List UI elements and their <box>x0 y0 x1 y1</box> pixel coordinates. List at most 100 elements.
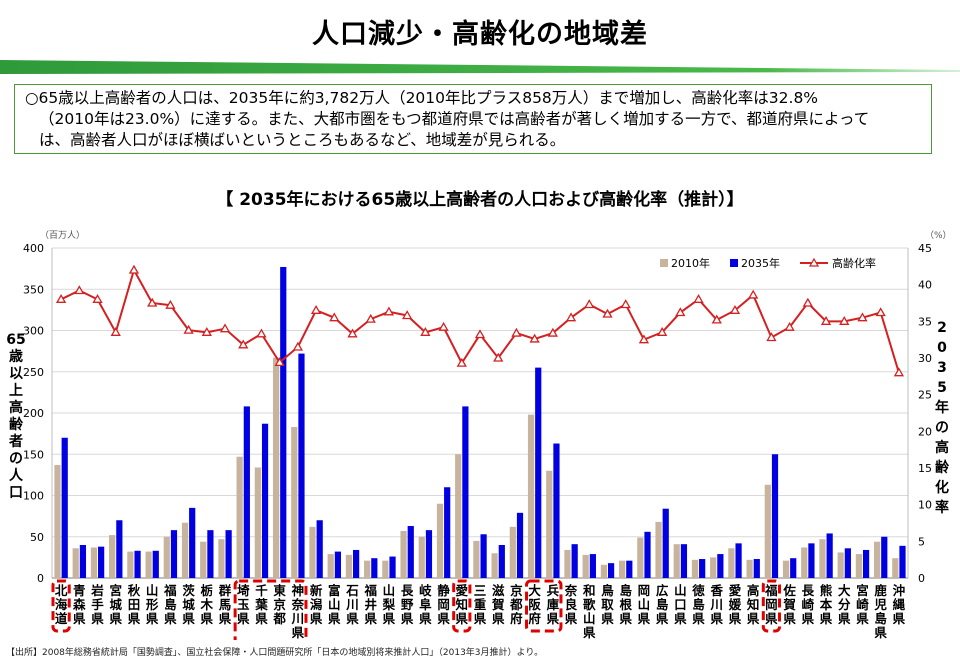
category-label-char: 分 <box>838 597 851 612</box>
category-label-char: 三 <box>474 583 487 598</box>
bar-2010 <box>673 544 680 578</box>
bar-2010 <box>72 548 79 578</box>
category-label-char: 奈 <box>564 583 578 598</box>
bar-2010 <box>109 535 116 578</box>
category-label-char: 野 <box>401 597 414 612</box>
category-label-char: 鳥 <box>601 583 614 598</box>
y-left-tick-label: 400 <box>23 242 44 255</box>
bar-2035 <box>717 554 724 578</box>
category-label-char: 北 <box>55 583 68 598</box>
rate-point <box>274 357 285 367</box>
category-label-char: 都 <box>509 597 523 612</box>
rate-point <box>183 324 194 334</box>
rate-point <box>474 329 486 339</box>
category-label-char: 道 <box>55 611 68 626</box>
category-label-char: 石 <box>345 583 359 598</box>
category-label-char: 県 <box>346 611 359 626</box>
category-label-char: 宮 <box>856 583 869 598</box>
y-left-title-char: 高 <box>9 399 23 416</box>
y-left-tick-label: 250 <box>23 366 44 379</box>
category-label-char: 宮 <box>109 583 122 598</box>
highlight-box <box>233 579 308 640</box>
bar-2035 <box>98 546 105 578</box>
category-label-char: 県 <box>783 611 796 626</box>
category-label-char: 良 <box>565 597 578 612</box>
legend-swatch-2010 <box>660 259 668 267</box>
category-label-char: 県 <box>656 611 669 626</box>
legend-label-rate: 高齢化率 <box>832 256 876 270</box>
bar-2035 <box>61 437 68 578</box>
category-label-char: 根 <box>619 597 632 612</box>
y-left-unit: （百万人） <box>40 230 85 241</box>
rate-point <box>638 334 650 344</box>
category-label-char: 県 <box>128 611 141 626</box>
y-left-tick-label: 350 <box>23 283 44 296</box>
bar-2010 <box>163 536 170 578</box>
bar-2010 <box>801 547 808 578</box>
bar-2035 <box>607 563 615 578</box>
bar-2035 <box>808 543 815 578</box>
rate-point <box>292 341 303 351</box>
y-right-title-char: の <box>935 420 949 436</box>
category-label-char: 賀 <box>782 597 796 612</box>
rate-point <box>55 294 67 303</box>
y-right-tick-label: 5 <box>918 535 925 548</box>
page-title: 人口減少・高齢化の地域差 <box>312 19 648 50</box>
category-label-char: 県 <box>91 611 104 626</box>
y-left-title-char: 歳 <box>9 348 23 365</box>
category-label-char: 手 <box>91 597 104 612</box>
category-label-char: 県 <box>182 611 195 626</box>
category-label-char: 千 <box>255 583 268 598</box>
bar-2035 <box>516 512 524 578</box>
bar-2035 <box>699 559 706 578</box>
category-label-char: 島 <box>692 597 705 612</box>
bar-2010 <box>345 554 353 578</box>
bar-2010 <box>764 484 771 578</box>
bar-2010 <box>54 464 61 578</box>
bar-2035 <box>225 530 232 578</box>
category-label-char: 県 <box>364 611 377 626</box>
bar-2035 <box>680 544 688 578</box>
category-label-char: 島 <box>164 597 177 612</box>
category-label-char: 大 <box>528 583 541 598</box>
category-label-char: 児 <box>873 597 887 612</box>
rate-point <box>201 327 212 336</box>
bar-2010 <box>382 560 389 578</box>
category-label-char: 川 <box>291 611 305 626</box>
bar-2035 <box>462 406 469 578</box>
category-label-char: 県 <box>674 611 687 626</box>
bar-2035 <box>189 507 196 578</box>
source-note: 【出所】2008年総務省統計局「国勢調査」、国立社会保障・人口問題研究所「日本の… <box>6 648 544 658</box>
rate-point <box>110 327 121 336</box>
category-label-char: 県 <box>328 611 341 626</box>
legend-label-2035: 2035年 <box>741 256 780 270</box>
category-label-char: 福 <box>764 583 778 598</box>
bar-2010 <box>455 454 462 578</box>
y-right-tick-label: 45 <box>918 242 932 255</box>
y-right-title-char: 化 <box>935 479 949 496</box>
category-label-char: 秋 <box>128 583 141 598</box>
bar-2035 <box>280 266 287 578</box>
category-label-char: 高 <box>747 583 760 598</box>
bar-2035 <box>735 543 742 578</box>
y-left-tick-label: 200 <box>23 407 44 420</box>
category-label-char: 長 <box>802 583 815 598</box>
bar-2010 <box>637 537 644 578</box>
category-label-char: 賀 <box>491 597 505 612</box>
y-right-tick-label: 20 <box>918 425 932 438</box>
category-label-char: 県 <box>383 611 396 626</box>
category-label-char: 都 <box>272 611 286 626</box>
category-label-char: 県 <box>401 611 414 626</box>
rate-point <box>620 299 631 309</box>
bar-2035 <box>298 353 305 578</box>
bar-2035 <box>862 549 870 578</box>
y-right-tick-label: 10 <box>918 499 932 512</box>
bar-2010 <box>400 530 407 578</box>
y-right-unit: （%） <box>925 230 952 241</box>
category-label-char: 県 <box>255 611 268 626</box>
rate-point <box>402 310 413 320</box>
bar-2010 <box>527 414 535 578</box>
category-label-char: 新 <box>310 583 323 598</box>
bar-2035 <box>243 406 250 578</box>
category-label-char: 東 <box>273 583 286 598</box>
